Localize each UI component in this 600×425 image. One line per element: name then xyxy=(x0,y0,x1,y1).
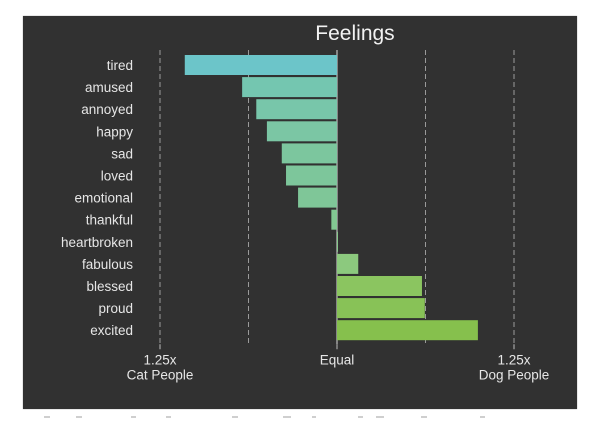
cropped-caption-fragment xyxy=(421,416,427,418)
bar-excited xyxy=(337,320,478,341)
bar-sad xyxy=(281,143,337,164)
cropped-caption-fragment xyxy=(232,416,238,418)
category-labels: tired amused annoyed happy sad loved emotional… xyxy=(61,58,133,338)
feelings-bar-chart: Feelings tired amused annoyed happy sad loved… xyxy=(61,22,550,382)
bar-heartbroken xyxy=(337,231,338,252)
cropped-caption-fragment xyxy=(312,416,316,418)
bar-proud xyxy=(337,298,425,319)
bar-amused xyxy=(242,77,337,98)
category-label: tired xyxy=(107,58,133,73)
bar-annoyed xyxy=(256,99,337,120)
cropped-caption-fragment xyxy=(358,416,363,418)
category-label: blessed xyxy=(86,279,133,294)
category-label: heartbroken xyxy=(61,235,133,250)
category-label: happy xyxy=(96,124,133,139)
category-label: loved xyxy=(101,169,133,184)
category-label: thankful xyxy=(86,213,133,228)
category-label: sad xyxy=(111,146,133,161)
bar-tired xyxy=(184,55,337,75)
category-label: excited xyxy=(90,323,133,338)
cropped-caption-fragment xyxy=(376,416,384,418)
category-label: emotional xyxy=(74,191,133,206)
cropped-caption-fragment xyxy=(131,416,136,418)
cropped-caption-fragment xyxy=(480,416,485,418)
category-label: fabulous xyxy=(82,257,133,272)
tick-sublabel: Cat People xyxy=(127,367,194,382)
bar-emotional xyxy=(298,187,337,208)
bar-thankful xyxy=(331,209,337,230)
chart-panel: Feelings tired amused annoyed happy sad loved… xyxy=(23,16,577,409)
bar-loved xyxy=(286,165,337,186)
tick-label: Equal xyxy=(320,352,355,367)
bars xyxy=(184,55,478,341)
tick-sublabel: Dog People xyxy=(479,367,550,382)
category-label: annoyed xyxy=(81,102,133,117)
cropped-caption-fragment xyxy=(283,416,291,418)
chart-title: Feelings xyxy=(315,22,394,45)
cropped-caption-fragment xyxy=(44,416,50,418)
bar-happy xyxy=(266,121,337,142)
cropped-caption-fragment xyxy=(76,416,82,418)
bar-blessed xyxy=(337,276,422,296)
tick-label: 1.25x xyxy=(497,352,530,367)
bar-fabulous xyxy=(337,253,359,274)
category-label: amused xyxy=(85,80,133,95)
cropped-caption-fragment xyxy=(166,416,171,418)
category-label: proud xyxy=(98,301,133,316)
tick-label: 1.25x xyxy=(143,352,176,367)
